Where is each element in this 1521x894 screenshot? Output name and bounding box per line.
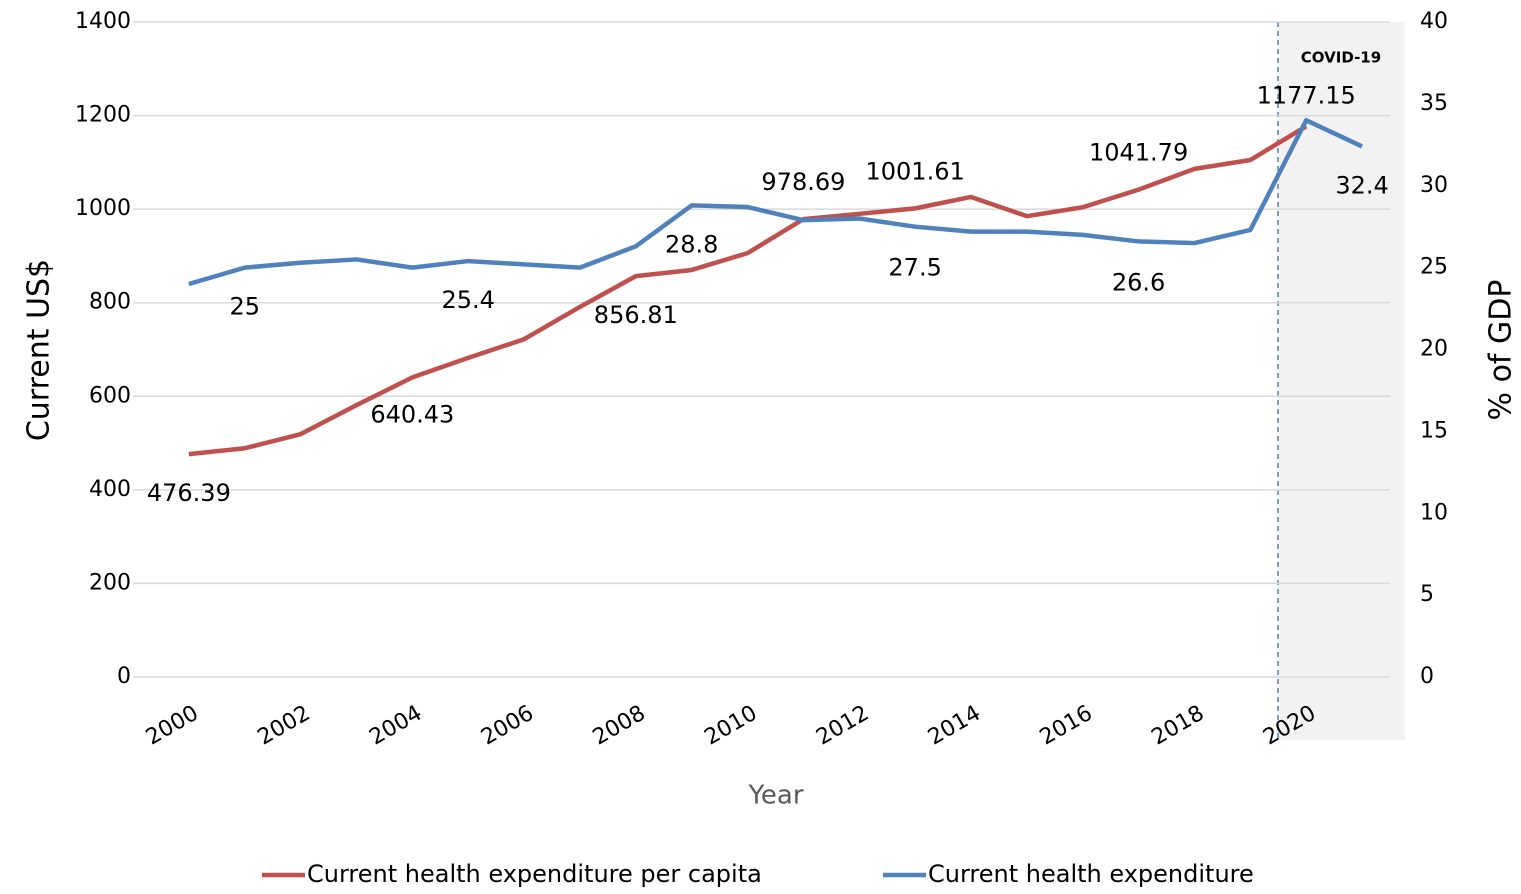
- x-axis-title: Year: [747, 781, 803, 811]
- y2-tick-label: 5: [1420, 582, 1434, 607]
- x-tick-label: 2002: [254, 701, 315, 751]
- x-tick-label: 2016: [1036, 701, 1097, 751]
- y-tick-label: 1000: [75, 196, 131, 221]
- y2-tick-label: 35: [1420, 91, 1448, 116]
- annotation: COVID-19: [1301, 49, 1381, 67]
- data-label: 978.69: [761, 168, 845, 196]
- data-label: 26.6: [1112, 268, 1165, 296]
- y-tick-label: 400: [89, 477, 131, 502]
- y2-tick-label: 15: [1420, 418, 1448, 443]
- data-label: 27.5: [888, 254, 941, 282]
- y-tick-label: 800: [89, 290, 131, 315]
- x-tick-label: 2014: [924, 701, 985, 751]
- y2-axis-title: % of GDP: [1484, 280, 1519, 421]
- data-label: 476.39: [147, 479, 231, 507]
- data-label: 1177.15: [1257, 81, 1356, 109]
- x-tick-label: 2000: [142, 701, 203, 751]
- data-label: 25.4: [441, 286, 494, 314]
- data-label: 1001.61: [866, 157, 965, 185]
- y2-tick-label: 40: [1420, 9, 1448, 34]
- x-tick-label: 2006: [477, 701, 538, 751]
- y-tick-label: 600: [89, 383, 131, 408]
- y2-tick-label: 30: [1420, 173, 1448, 198]
- y-tick-label: 1200: [75, 103, 131, 128]
- data-label: 32.4: [1335, 171, 1388, 199]
- y-axis-title: Current US$: [22, 259, 57, 441]
- x-tick-label: 2008: [589, 701, 650, 751]
- x-tick-label: 2012: [812, 701, 873, 751]
- y2-tick-label: 20: [1420, 337, 1448, 362]
- x-tick-label: 2018: [1147, 701, 1208, 751]
- x-tick-label: 2010: [701, 701, 762, 751]
- data-label: 640.43: [370, 400, 454, 428]
- data-label: 1041.79: [1089, 139, 1188, 167]
- data-label: 25: [229, 293, 260, 321]
- data-label: 856.81: [594, 301, 678, 329]
- series-line: [188, 118, 1364, 287]
- y-tick-label: 200: [89, 570, 131, 595]
- covid-shade: [1278, 22, 1405, 740]
- series-line: [188, 124, 1308, 457]
- y-tick-label: 1400: [75, 9, 131, 34]
- legend-label: Current health expenditure: [928, 860, 1254, 888]
- y2-tick-label: 10: [1420, 500, 1448, 525]
- x-tick-label: 2004: [365, 701, 426, 751]
- y2-tick-label: 25: [1420, 255, 1448, 280]
- y-tick-label: 0: [117, 664, 131, 689]
- legend-label: Current health expenditure per capita: [307, 860, 762, 888]
- y2-tick-label: 0: [1420, 664, 1434, 689]
- data-label: 28.8: [665, 230, 718, 258]
